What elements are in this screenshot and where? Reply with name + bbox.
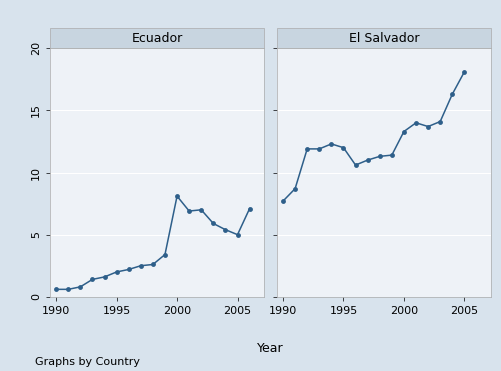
Text: El Salvador: El Salvador xyxy=(349,32,419,45)
Text: Year: Year xyxy=(257,342,284,355)
Text: Ecuador: Ecuador xyxy=(131,32,183,45)
Text: Graphs by Country: Graphs by Country xyxy=(35,357,140,367)
